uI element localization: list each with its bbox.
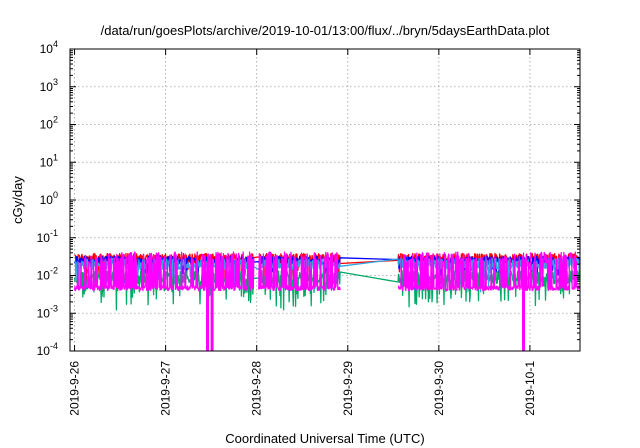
series-dropout bbox=[522, 288, 526, 351]
chart-title: /data/run/goesPlots/archive/2019-10-01/1… bbox=[101, 23, 550, 38]
y-tick-label: 101 bbox=[40, 152, 58, 169]
series-dropout bbox=[210, 288, 214, 351]
x-tick-label: 2019-9-29 bbox=[341, 361, 355, 416]
x-tick-label: 2019-9-27 bbox=[159, 361, 173, 416]
x-tick-label: 2019-9-26 bbox=[68, 361, 82, 416]
x-axis-label: Coordinated Universal Time (UTC) bbox=[225, 431, 424, 446]
y-tick-label: 100 bbox=[40, 190, 58, 207]
y-tick-label: 102 bbox=[40, 115, 58, 132]
y-tick-label: 103 bbox=[40, 77, 58, 94]
x-axis: 2019-9-26 2019-9-27 2019-9-28 2019-9-29 2019… bbox=[68, 49, 537, 416]
x-tick-label: 2019-9-30 bbox=[432, 361, 446, 416]
y-tick-label: 104 bbox=[40, 39, 58, 56]
series-dropout bbox=[206, 288, 210, 351]
y-tick-label: 10-3 bbox=[37, 303, 58, 320]
y-tick-label: 10-1 bbox=[37, 228, 58, 245]
series-layer bbox=[73, 251, 581, 351]
y-tick-label: 10-4 bbox=[37, 341, 58, 358]
y-axis: 10-4 10-3 10-2 10-1 100 101 102 103 104 bbox=[37, 39, 580, 358]
series-line-5 bbox=[73, 251, 581, 292]
grid bbox=[70, 49, 580, 351]
y-tick-label: 10-2 bbox=[37, 266, 58, 283]
x-tick-label: 2019-10-1 bbox=[523, 361, 537, 416]
x-tick-label: 2019-9-28 bbox=[250, 361, 264, 416]
y-axis-label: cGy/day bbox=[10, 176, 25, 224]
